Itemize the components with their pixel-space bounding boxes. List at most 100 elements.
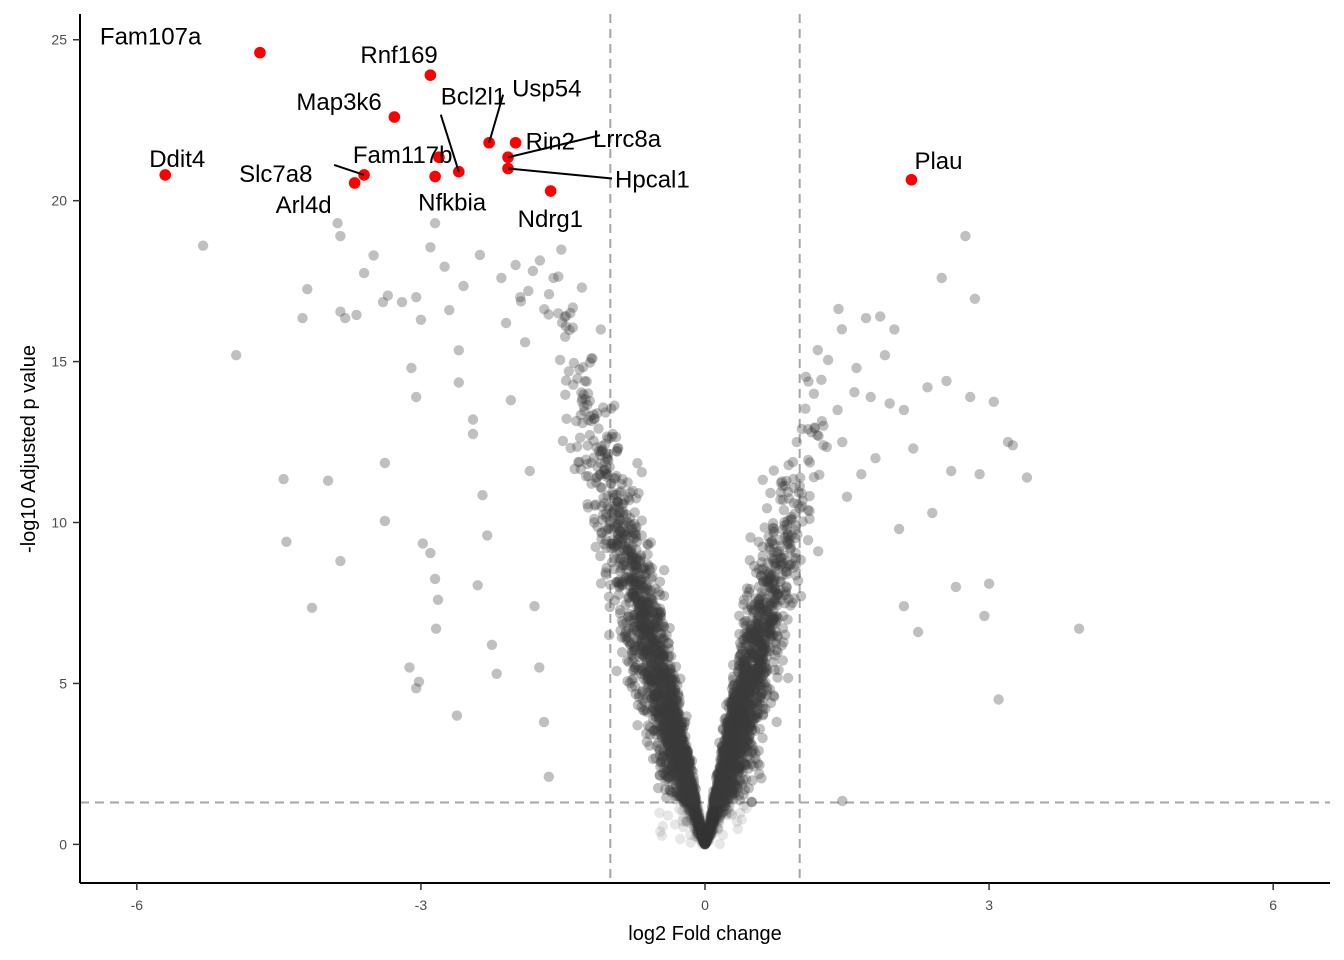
gene-point [717,791,728,802]
gene-point [681,752,693,764]
gene-point [708,818,720,830]
gene-point [672,717,683,729]
gene-point [710,807,721,818]
gene-point [695,815,706,826]
gene-point [668,743,679,755]
gene-point [676,791,688,802]
gene-point [623,632,634,644]
gene-point [773,563,784,574]
gene-point [692,808,703,819]
gene-point [772,548,783,560]
gene-point [670,724,681,735]
gene-point [768,523,779,534]
gene-point [715,756,726,768]
gene-point [642,673,653,685]
gene-point [628,575,640,586]
gene-point [619,631,630,643]
gene-point [710,800,721,811]
gene-point [609,400,620,411]
gene-point [696,829,708,841]
gene-point [717,775,729,786]
highlight-point-plau [905,173,918,186]
gene-point [659,651,670,662]
gene-point [599,538,610,550]
gene-point [713,771,725,782]
gene-point [622,545,634,557]
gene-point [638,631,649,642]
gene-point [676,774,688,786]
gene-point [633,488,644,499]
gene-point [719,764,731,776]
gene-point [663,695,674,706]
gene-point [686,797,697,808]
gene-point [699,838,710,849]
gene-point [729,707,740,718]
gene-point [662,739,673,750]
gene-point [706,819,717,830]
gene-point [617,534,628,545]
gene-point [635,555,646,566]
gene-point [648,674,660,685]
gene-point [429,573,441,585]
gene-point [662,722,673,733]
gene-point [760,644,772,655]
gene-point [703,823,714,834]
gene-point [734,652,745,663]
gene-point [716,771,727,782]
gene-point [623,517,634,529]
gene-point [710,805,721,816]
gene-point [624,639,636,650]
gene-point [671,790,682,802]
gene-point [685,773,697,784]
gene-point [802,535,814,546]
gene-point [603,433,614,444]
gene-point [708,824,720,835]
gene-point [659,662,670,674]
gene-point [779,520,790,531]
gene-point [652,649,663,661]
gene-point [519,337,531,348]
gene-point [642,549,653,560]
gene-point [703,829,714,840]
gene-point [714,788,726,799]
gene-point [715,778,726,789]
gene-point [675,792,687,803]
gene-point [690,816,702,828]
gene-point [644,665,655,676]
gene-point [297,312,308,324]
gene-point [716,769,727,780]
gene-point [717,776,728,788]
gene-point [691,818,703,830]
gene-point [650,688,661,699]
gene-point [197,240,209,251]
gene-point [745,721,756,732]
gene-point [574,432,586,443]
gene-point [702,830,713,841]
gene-point [717,723,728,734]
gene-point [743,763,754,774]
gene-point [728,740,740,752]
gene-point [706,812,717,823]
gene-point [717,773,729,785]
gene-point [649,693,660,704]
gene-point [680,761,691,773]
gene-point [700,838,711,849]
gene-point [737,766,748,778]
gene-point [735,747,746,759]
gene-point [682,779,693,791]
gene-point [684,799,695,810]
gene-point [630,532,641,543]
gene-point [708,800,720,812]
gene-point [644,689,655,701]
gene-point [699,837,710,848]
gene-point [717,806,728,818]
gene-point [764,603,775,615]
gene-point [756,637,768,649]
gene-point [1021,472,1033,483]
gene-point [793,487,804,498]
gene-point [749,604,760,615]
gene-point [674,766,685,778]
gene-point [710,788,722,800]
gene-point [716,771,727,783]
gene-point [682,816,693,827]
